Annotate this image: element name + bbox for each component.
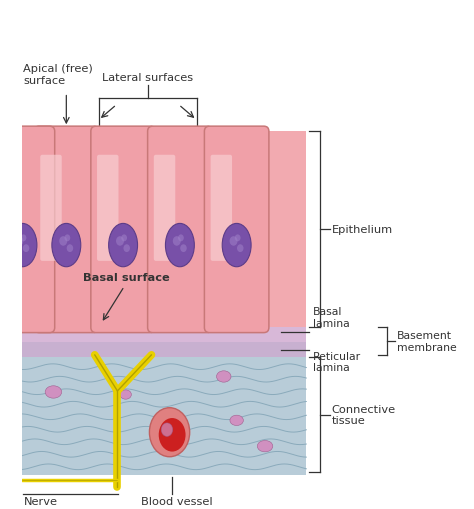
Text: Basal
lamina: Basal lamina bbox=[312, 307, 349, 328]
Ellipse shape bbox=[23, 245, 29, 252]
Ellipse shape bbox=[229, 237, 237, 246]
Bar bbox=[22, 358, 306, 474]
Ellipse shape bbox=[222, 224, 251, 267]
FancyBboxPatch shape bbox=[97, 155, 118, 261]
Text: Blood vessel: Blood vessel bbox=[141, 496, 213, 506]
Ellipse shape bbox=[180, 245, 187, 252]
Ellipse shape bbox=[230, 415, 243, 426]
Ellipse shape bbox=[257, 441, 273, 452]
Text: Epithelium: Epithelium bbox=[332, 225, 393, 235]
FancyBboxPatch shape bbox=[204, 127, 269, 333]
Text: Basement
membrane: Basement membrane bbox=[397, 330, 457, 352]
Ellipse shape bbox=[15, 237, 23, 246]
Ellipse shape bbox=[67, 245, 73, 252]
Ellipse shape bbox=[217, 371, 231, 382]
Text: Nerve: Nerve bbox=[24, 496, 57, 506]
Ellipse shape bbox=[64, 235, 70, 242]
FancyBboxPatch shape bbox=[154, 155, 175, 261]
FancyBboxPatch shape bbox=[147, 127, 212, 333]
Bar bbox=[22, 328, 306, 342]
FancyBboxPatch shape bbox=[0, 155, 18, 261]
Ellipse shape bbox=[109, 224, 137, 267]
Ellipse shape bbox=[116, 237, 124, 246]
Ellipse shape bbox=[123, 245, 130, 252]
Ellipse shape bbox=[161, 423, 173, 437]
Bar bbox=[22, 132, 306, 328]
FancyBboxPatch shape bbox=[40, 155, 62, 261]
Ellipse shape bbox=[237, 245, 244, 252]
Ellipse shape bbox=[165, 224, 194, 267]
Text: Lateral surfaces: Lateral surfaces bbox=[102, 73, 193, 83]
Ellipse shape bbox=[235, 235, 241, 242]
Text: Apical (free)
surface: Apical (free) surface bbox=[24, 64, 93, 86]
Text: Basal surface: Basal surface bbox=[83, 272, 170, 282]
Ellipse shape bbox=[8, 224, 37, 267]
Ellipse shape bbox=[45, 386, 62, 399]
FancyBboxPatch shape bbox=[91, 127, 155, 333]
Bar bbox=[22, 342, 306, 358]
Ellipse shape bbox=[159, 418, 185, 451]
Ellipse shape bbox=[121, 235, 127, 242]
Text: Reticular
lamina: Reticular lamina bbox=[312, 351, 361, 373]
FancyBboxPatch shape bbox=[0, 127, 55, 333]
Ellipse shape bbox=[59, 237, 67, 246]
Ellipse shape bbox=[120, 390, 131, 400]
Ellipse shape bbox=[173, 237, 181, 246]
FancyBboxPatch shape bbox=[34, 127, 99, 333]
Ellipse shape bbox=[149, 408, 190, 457]
Ellipse shape bbox=[52, 224, 81, 267]
Ellipse shape bbox=[178, 235, 184, 242]
Text: Connective
tissue: Connective tissue bbox=[332, 404, 396, 426]
FancyBboxPatch shape bbox=[210, 155, 232, 261]
Ellipse shape bbox=[20, 235, 27, 242]
